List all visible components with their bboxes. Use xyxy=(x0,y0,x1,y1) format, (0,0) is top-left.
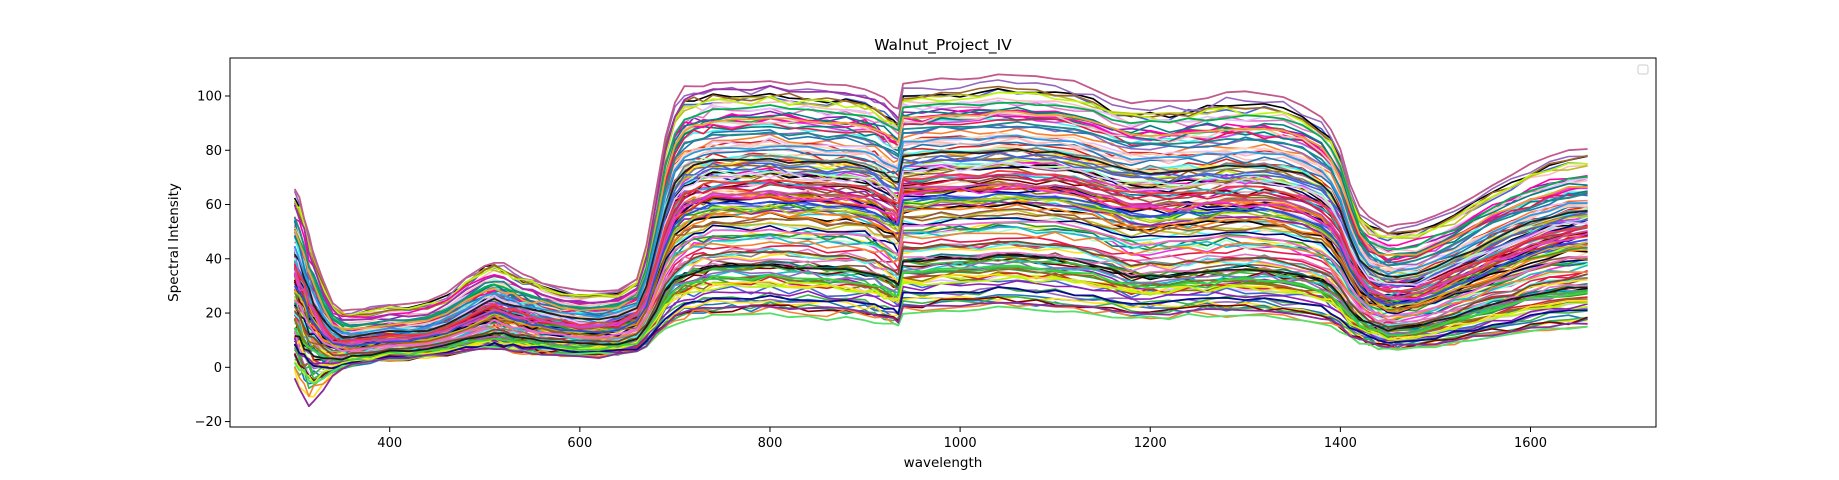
spectrum-line xyxy=(293,275,1588,385)
x-tick-label: 800 xyxy=(758,436,783,451)
x-tick-label: 1400 xyxy=(1324,436,1357,451)
spectrum-line-16 xyxy=(293,182,1588,346)
spectrum-line-7 xyxy=(293,170,1588,343)
y-tick-label: 60 xyxy=(205,198,222,213)
legend-box xyxy=(1637,64,1649,75)
spectrum-line xyxy=(294,91,1588,317)
y-tick-label: 80 xyxy=(205,144,222,159)
spectrum-line-3 xyxy=(293,101,1588,328)
spectrum-line-4 xyxy=(293,110,1588,330)
spectrum-line-1 xyxy=(293,73,1588,312)
x-tick-label: 600 xyxy=(567,436,592,451)
x-axis-label: wavelength xyxy=(904,455,983,471)
plot-area xyxy=(293,73,1588,408)
spectrum-line-5 xyxy=(293,121,1588,327)
spectrum-line xyxy=(294,196,1588,349)
y-tick-label: 0 xyxy=(214,361,222,376)
spectrum-line xyxy=(294,212,1588,352)
spectrum-line-17 xyxy=(293,134,1588,335)
x-tick-label: 1600 xyxy=(1514,436,1547,451)
spectrum-line-10 xyxy=(293,240,1588,357)
spectrum-line xyxy=(293,162,1588,339)
y-tick-label: −20 xyxy=(195,415,222,430)
spectrum-line xyxy=(293,174,1588,343)
y-tick-label: 100 xyxy=(197,89,222,104)
spectrum-line xyxy=(293,106,1588,327)
chart-title: Walnut_Project_IV xyxy=(874,36,1012,55)
x-tick-label: 1200 xyxy=(1134,436,1167,451)
x-axis: 400 600 800 1000 1200 1400 1600 xyxy=(377,427,1547,451)
spectrum-line xyxy=(293,231,1588,355)
spectrum-line xyxy=(294,118,1588,335)
spectrum-line-12 xyxy=(293,286,1588,370)
y-axis-label: Spectral Intensity xyxy=(166,183,182,302)
spectrum-line-14 xyxy=(293,301,1588,408)
x-tick-label: 1000 xyxy=(944,436,977,451)
x-tick-label: 400 xyxy=(377,436,402,451)
y-tick-label: 40 xyxy=(205,252,222,267)
spectrum-line-11 xyxy=(293,264,1588,361)
plot-frame xyxy=(229,57,1657,428)
spectrum-line-6 xyxy=(293,148,1588,339)
y-tick-label: 20 xyxy=(205,307,222,322)
spectrum-line-9 xyxy=(294,220,1588,352)
spectrum-line-15 xyxy=(294,254,1588,361)
spectrum-line-2 xyxy=(293,85,899,321)
spectrum-line xyxy=(293,156,1588,339)
y-axis: −20 0 20 40 60 80 100 xyxy=(195,89,230,430)
spectrum-line xyxy=(293,251,1588,368)
